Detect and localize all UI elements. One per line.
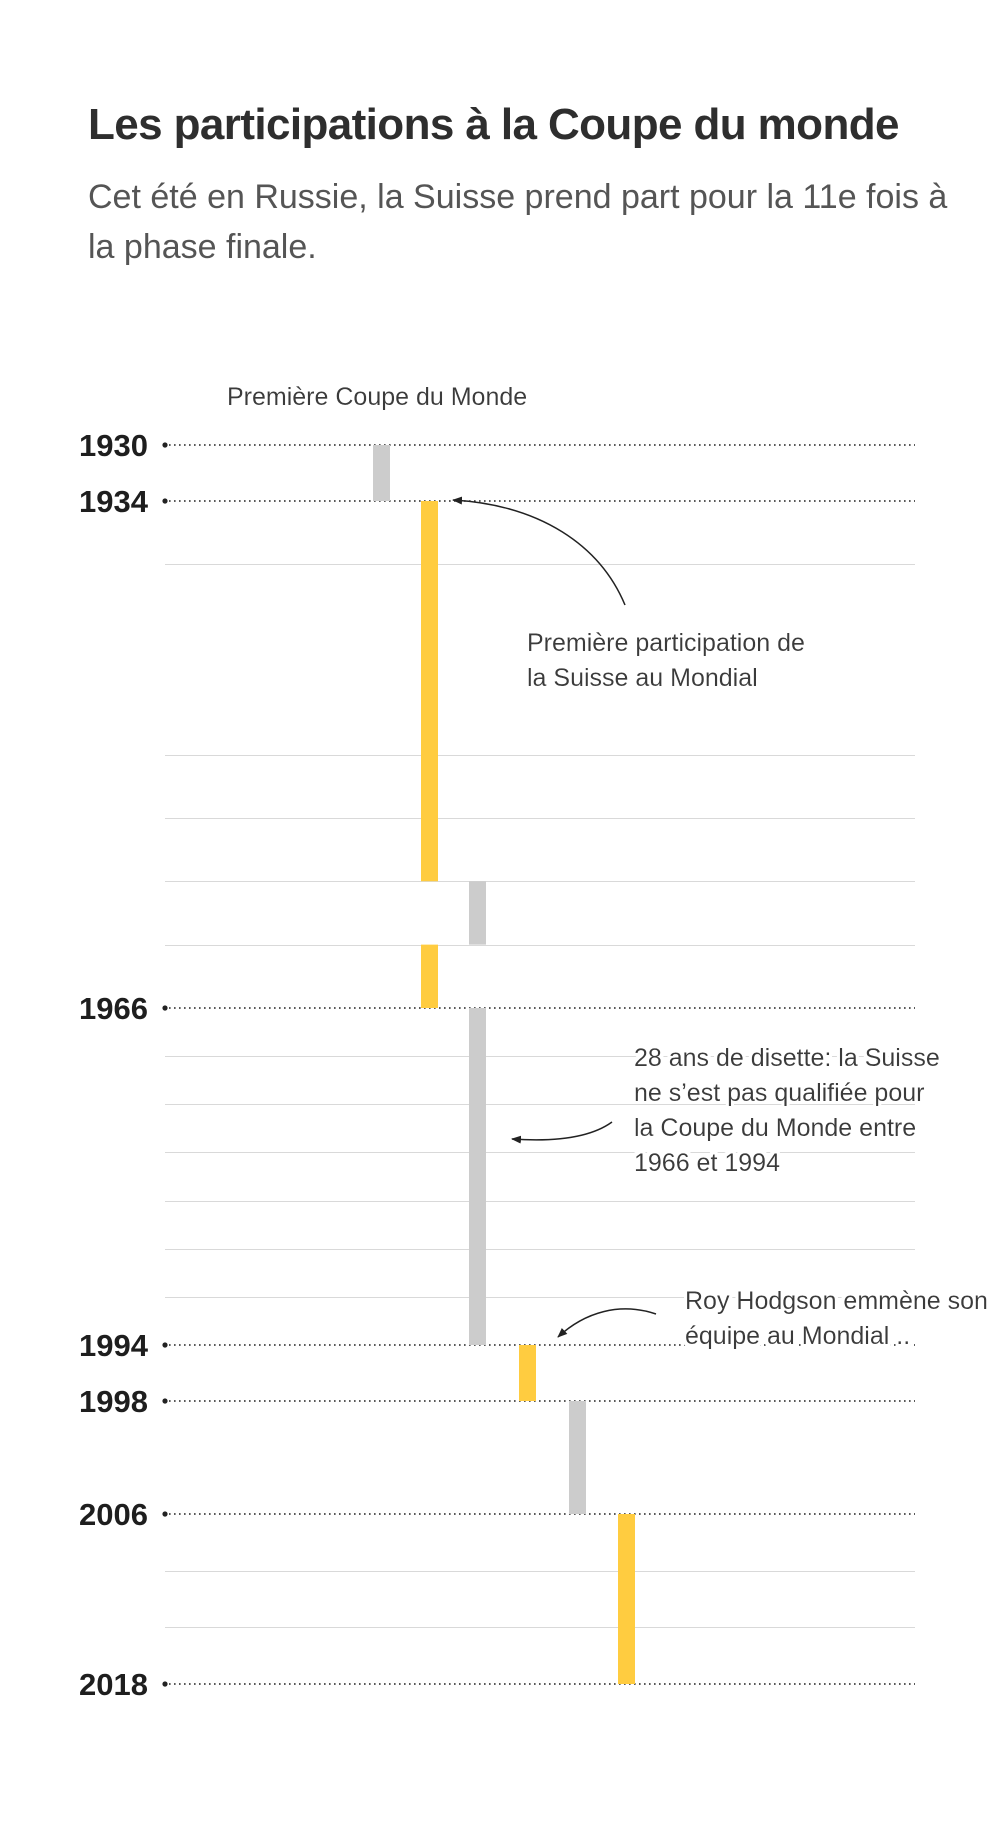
annotation-line: ne s’est pas qualifiée pour	[634, 1079, 924, 1107]
tick-lines	[162, 442, 915, 1687]
tick-label: 2006	[79, 1497, 148, 1532]
chart-subtitle: Cet été en Russie, la Suisse prend part …	[88, 178, 948, 266]
tick-label: 2018	[79, 1667, 148, 1702]
annotation-line: Première participation de	[527, 629, 805, 657]
tick-label: 1930	[79, 428, 148, 463]
tick-dot	[162, 442, 168, 448]
annotation-text: Première Coupe du Monde	[227, 383, 527, 411]
annotation-line: Roy Hodgson emmène son	[685, 1287, 988, 1315]
absence-bar	[469, 1008, 486, 1345]
annotation-arrow	[557, 1308, 657, 1338]
tick-dot	[162, 1342, 168, 1348]
annotation-line: 28 ans de disette: la Suisse	[634, 1044, 940, 1072]
tick-dot	[162, 1398, 168, 1404]
annotation-line: Première Coupe du Monde	[227, 383, 527, 411]
annotation-line: 1966 et 1994	[634, 1149, 780, 1177]
tick-dot	[162, 1005, 168, 1011]
participation-bar	[519, 1345, 536, 1401]
annotations: Première Coupe du Monde Première particip…	[227, 383, 988, 1350]
tick-label: 1934	[79, 484, 149, 519]
annotation-text: 28 ans de disette: la Suisse ne s’est pas…	[634, 1044, 940, 1177]
annotation-line: la Suisse au Mondial	[527, 664, 758, 692]
chart-title: Les participations à la Coupe du monde	[88, 100, 899, 149]
tick-labels: 1930 1934 1966 1994 1998 2006 2018	[79, 428, 149, 1702]
gridlines	[165, 564, 915, 1628]
annotation-line: la Coupe du Monde entre	[634, 1114, 916, 1142]
tick-label: 1998	[79, 1384, 148, 1419]
participation-bar	[421, 501, 438, 882]
annotation-text: Première participation de la Suisse au Mo…	[527, 629, 805, 692]
absence-bar	[469, 881, 486, 945]
annotation-line: équipe au Mondial ..	[685, 1322, 910, 1350]
tick-label: 1994	[79, 1328, 149, 1363]
annotation-arrow	[511, 1121, 613, 1144]
absence-bar	[373, 445, 390, 501]
participation-bar	[618, 1514, 635, 1684]
tick-label: 1966	[79, 991, 148, 1026]
tick-dot	[162, 498, 168, 504]
absence-bar	[569, 1401, 586, 1514]
annotation-text: Roy Hodgson emmène son équipe au Mondial …	[685, 1287, 988, 1350]
tick-dot	[162, 1511, 168, 1517]
participation-bar	[421, 944, 438, 1008]
tick-dot	[162, 1681, 168, 1687]
bars	[373, 445, 635, 1684]
annotation-arrow	[452, 496, 626, 606]
